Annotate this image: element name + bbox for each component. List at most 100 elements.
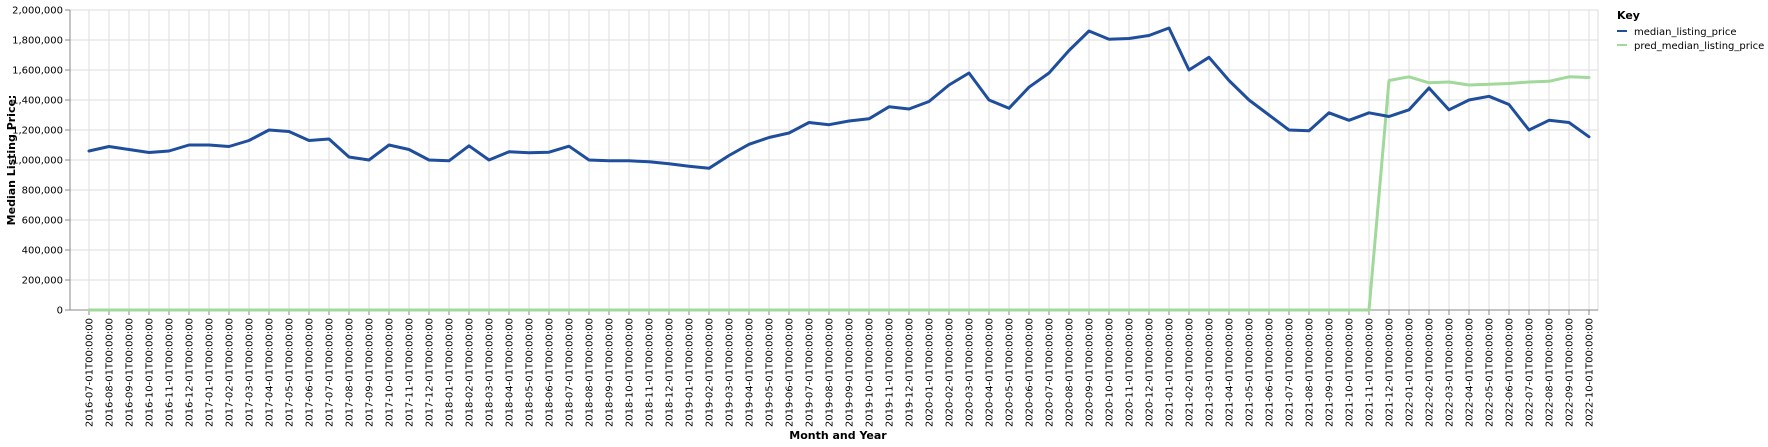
x-tick-label: 2021-08-01T00:00:00 — [1305, 318, 1316, 427]
x-tick-label: 2022-05-01T00:00:00 — [1485, 318, 1496, 427]
x-tick-label: 2021-05-01T00:00:00 — [1245, 318, 1256, 427]
x-tick-label: 2018-10-01T00:00:00 — [625, 318, 636, 427]
x-tick-label: 2021-09-01T00:00:00 — [1325, 318, 1336, 427]
x-tick-label: 2018-07-01T00:00:00 — [565, 318, 576, 427]
y-tick-label: 800,000 — [22, 186, 63, 197]
grid-lines — [69, 9, 1599, 311]
x-tick-label: 2016-11-01T00:00:00 — [165, 318, 176, 427]
x-tick-label: 2017-08-01T00:00:00 — [345, 318, 356, 427]
x-tick-label: 2022-10-01T00:00:00 — [1585, 318, 1596, 427]
x-tick-label: 2017-05-01T00:00:00 — [285, 318, 296, 427]
x-tick-label: 2018-09-01T00:00:00 — [605, 318, 616, 427]
x-tick-label: 2021-12-01T00:00:00 — [1385, 318, 1396, 427]
y-tick-label: 400,000 — [22, 246, 63, 257]
y-tick-label: 1,000,000 — [12, 156, 63, 167]
x-tick-label: 2018-01-01T00:00:00 — [445, 318, 456, 427]
series-lines — [87, 26, 1591, 312]
series-line-pred-median-listing-price — [87, 75, 1591, 312]
x-tick-label: 2019-12-01T00:00:00 — [905, 318, 916, 427]
series-line-median-listing-price — [87, 26, 1591, 170]
y-tick-label: 1,800,000 — [12, 36, 63, 47]
x-tick-label: 2017-06-01T00:00:00 — [305, 318, 316, 427]
x-tick-label: 2021-01-01T00:00:00 — [1165, 318, 1176, 427]
x-tick-label: 2019-06-01T00:00:00 — [785, 318, 796, 427]
legend: Key median_listing_price pred_median_lis… — [1617, 9, 1764, 52]
x-tick-label: 2021-02-01T00:00:00 — [1185, 318, 1196, 427]
x-tick-label: 2019-07-01T00:00:00 — [805, 318, 816, 427]
legend-label-pred-median-listing-price: pred_median_listing_price — [1634, 41, 1764, 52]
x-tick-label: 2022-09-01T00:00:00 — [1565, 318, 1576, 427]
x-tick-label: 2020-07-01T00:00:00 — [1045, 318, 1056, 427]
x-tick-label: 2019-09-01T00:00:00 — [845, 318, 856, 427]
x-tick-label: 2019-01-01T00:00:00 — [685, 318, 696, 427]
x-tick-label: 2020-12-01T00:00:00 — [1145, 318, 1156, 427]
x-tick-label: 2017-07-01T00:00:00 — [325, 318, 336, 427]
x-tick-label: 2018-11-01T00:00:00 — [645, 318, 656, 427]
x-tick-label: 2022-04-01T00:00:00 — [1465, 318, 1476, 427]
y-tick-label: 1,200,000 — [12, 126, 63, 137]
x-tick-label: 2022-06-01T00:00:00 — [1505, 318, 1516, 427]
x-tick-label: 2021-06-01T00:00:00 — [1265, 318, 1276, 427]
x-tick-label: 2018-08-01T00:00:00 — [585, 318, 596, 427]
x-tick-label: 2018-06-01T00:00:00 — [545, 318, 556, 427]
x-tick-label: 2019-08-01T00:00:00 — [825, 318, 836, 427]
x-tick-label: 2020-03-01T00:00:00 — [965, 318, 976, 427]
x-tick-label: 2018-02-01T00:00:00 — [465, 318, 476, 427]
x-tick-label: 2016-07-01T00:00:00 — [85, 318, 96, 427]
legend-label-median-listing-price: median_listing_price — [1634, 27, 1737, 38]
x-tick-label: 2018-12-01T00:00:00 — [665, 318, 676, 427]
x-tick-label: 2021-07-01T00:00:00 — [1285, 318, 1296, 427]
y-tick-label: 2,000,000 — [12, 6, 63, 17]
x-tick-label: 2022-02-01T00:00:00 — [1425, 318, 1436, 427]
x-tick-label: 2020-08-01T00:00:00 — [1065, 318, 1076, 427]
x-tick-label: 2017-02-01T00:00:00 — [225, 318, 236, 427]
x-tick-label: 2021-03-01T00:00:00 — [1205, 318, 1216, 427]
x-axis: 2016-07-01T00:00:00 2016-08-01T00:00:00 20… — [70, 309, 1598, 427]
x-tick-label: 2017-01-01T00:00:00 — [205, 318, 216, 427]
x-tick-label: 2017-09-01T00:00:00 — [365, 318, 376, 427]
y-tick-label: 1,600,000 — [12, 66, 63, 77]
x-tick-label: 2021-10-01T00:00:00 — [1345, 318, 1356, 427]
x-tick-label: 2019-11-01T00:00:00 — [885, 318, 896, 427]
x-tick-label: 2019-03-01T00:00:00 — [725, 318, 736, 427]
y-tick-label: 200,000 — [22, 276, 63, 287]
x-tick-label: 2021-11-01T00:00:00 — [1365, 318, 1376, 427]
x-tick-label: 2020-05-01T00:00:00 — [1005, 318, 1016, 427]
x-tick-label: 2018-05-01T00:00:00 — [525, 318, 536, 427]
x-tick-label: 2020-10-01T00:00:00 — [1105, 318, 1116, 427]
x-tick-label: 2022-07-01T00:00:00 — [1525, 318, 1536, 427]
y-axis-title: Median Listing Price: — [5, 95, 18, 226]
x-tick-label: 2016-12-01T00:00:00 — [185, 318, 196, 427]
x-tick-label: 2016-09-01T00:00:00 — [125, 318, 136, 427]
x-tick-label: 2016-10-01T00:00:00 — [145, 318, 156, 427]
x-tick-label: 2019-10-01T00:00:00 — [865, 318, 876, 427]
x-tick-label: 2022-08-01T00:00:00 — [1545, 318, 1556, 427]
x-tick-label: 2020-01-01T00:00:00 — [925, 318, 936, 427]
x-tick-label: 2020-02-01T00:00:00 — [945, 318, 956, 427]
x-tick-label: 2018-04-01T00:00:00 — [505, 318, 516, 427]
y-axis: 0 200,000 400,000 600,000 800,000 1,000,000 1,… — [12, 6, 71, 317]
x-tick-label: 2019-02-01T00:00:00 — [705, 318, 716, 427]
x-tick-label: 2019-05-01T00:00:00 — [765, 318, 776, 427]
x-tick-label: 2019-04-01T00:00:00 — [745, 318, 756, 427]
x-axis-title: Month and Year — [789, 429, 887, 442]
x-tick-label: 2017-10-01T00:00:00 — [385, 318, 396, 427]
x-tick-label: 2017-12-01T00:00:00 — [425, 318, 436, 427]
y-tick-label: 0 — [57, 306, 63, 317]
y-tick-label: 1,400,000 — [12, 96, 63, 107]
x-tick-label: 2018-03-01T00:00:00 — [485, 318, 496, 427]
x-tick-label: 2022-01-01T00:00:00 — [1405, 318, 1416, 427]
y-tick-label: 600,000 — [22, 216, 63, 227]
x-tick-label: 2021-04-01T00:00:00 — [1225, 318, 1236, 427]
x-tick-label: 2020-04-01T00:00:00 — [985, 318, 996, 427]
x-tick-label: 2020-06-01T00:00:00 — [1025, 318, 1036, 427]
x-tick-label: 2017-11-01T00:00:00 — [405, 318, 416, 427]
x-tick-label: 2017-03-01T00:00:00 — [245, 318, 256, 427]
x-tick-label: 2020-09-01T00:00:00 — [1085, 318, 1096, 427]
x-tick-label: 2016-08-01T00:00:00 — [105, 318, 116, 427]
legend-title: Key — [1617, 9, 1640, 22]
x-tick-label: 2022-03-01T00:00:00 — [1445, 318, 1456, 427]
x-tick-label: 2017-04-01T00:00:00 — [265, 318, 276, 427]
x-tick-label: 2020-11-01T00:00:00 — [1125, 318, 1136, 427]
